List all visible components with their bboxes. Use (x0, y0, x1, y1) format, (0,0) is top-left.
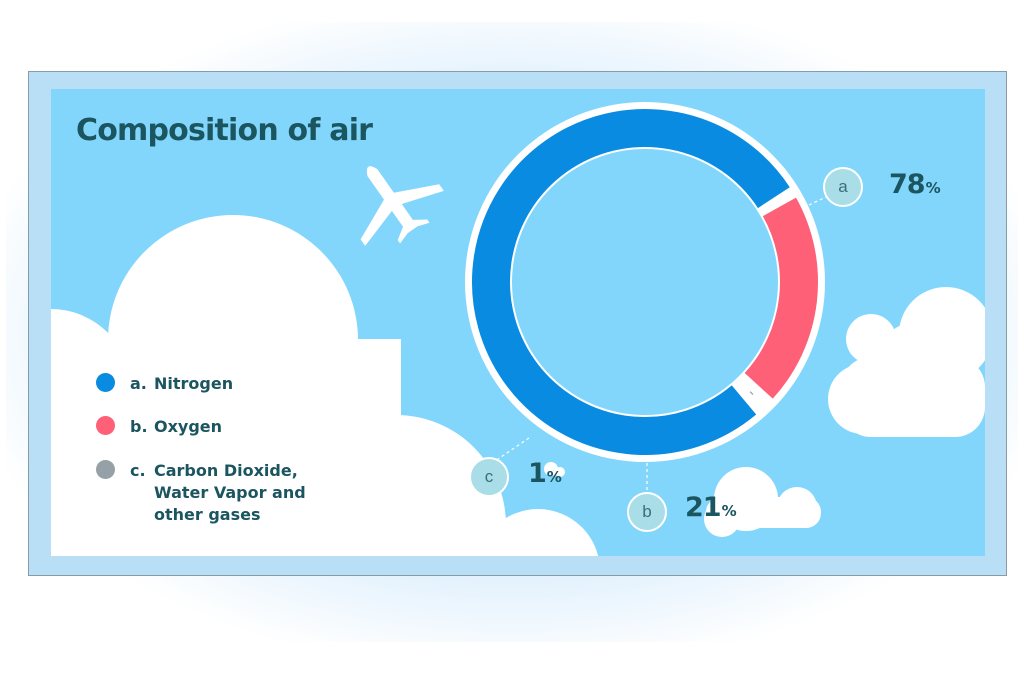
legend-label: Carbon Dioxide, Water Vapor and other ga… (154, 461, 306, 524)
percent-unit: % (925, 179, 941, 197)
legend-letter: a. (130, 374, 147, 393)
legend-label: Oxygen (154, 417, 223, 436)
legend-item-oxygen: b. Oxygen (96, 416, 354, 438)
cloud-icon (544, 462, 565, 477)
infographic-panel: Composition of air a. Nitrogen b. Oxygen… (51, 89, 985, 556)
legend-marker-nitrogen (96, 373, 115, 392)
callout-value-oxygen: 21% (685, 492, 737, 523)
cloud-icon (704, 467, 821, 537)
callout-badge-a: a (823, 167, 863, 207)
donut-chart (465, 102, 844, 492)
airplane-icon (360, 166, 444, 246)
cloud-icon (477, 509, 599, 556)
legend-marker-other-gases (96, 460, 115, 479)
legend-letter: c. (130, 461, 146, 480)
percent-value: 21 (685, 492, 722, 523)
donut-segment-oxygen (744, 197, 818, 399)
legend-item-nitrogen: a. Nitrogen (96, 373, 354, 395)
callout-badge-b: b (627, 492, 667, 532)
callout-badge-c: c (469, 457, 509, 497)
legend-label: Nitrogen (154, 374, 234, 393)
callout-value-other-gases: 1% (528, 458, 562, 489)
callout-value-nitrogen: 78% (889, 169, 941, 200)
legend-letter: b. (130, 417, 148, 436)
percent-value: 78 (889, 169, 926, 200)
chart-title: Composition of air (76, 113, 373, 148)
donut-segment-nitrogen (472, 109, 790, 455)
leader-line-other-gases (497, 437, 530, 460)
cloud-icon (828, 287, 985, 437)
percent-value: 1 (528, 458, 547, 489)
legend-marker-oxygen (96, 416, 115, 435)
percent-unit: % (546, 468, 562, 486)
percent-unit: % (721, 502, 737, 520)
legend-item-other-gases: c. Carbon Dioxide, Water Vapor and other… (96, 460, 354, 526)
donut-hole (512, 149, 778, 415)
donut-segment-other-gases (749, 391, 754, 396)
